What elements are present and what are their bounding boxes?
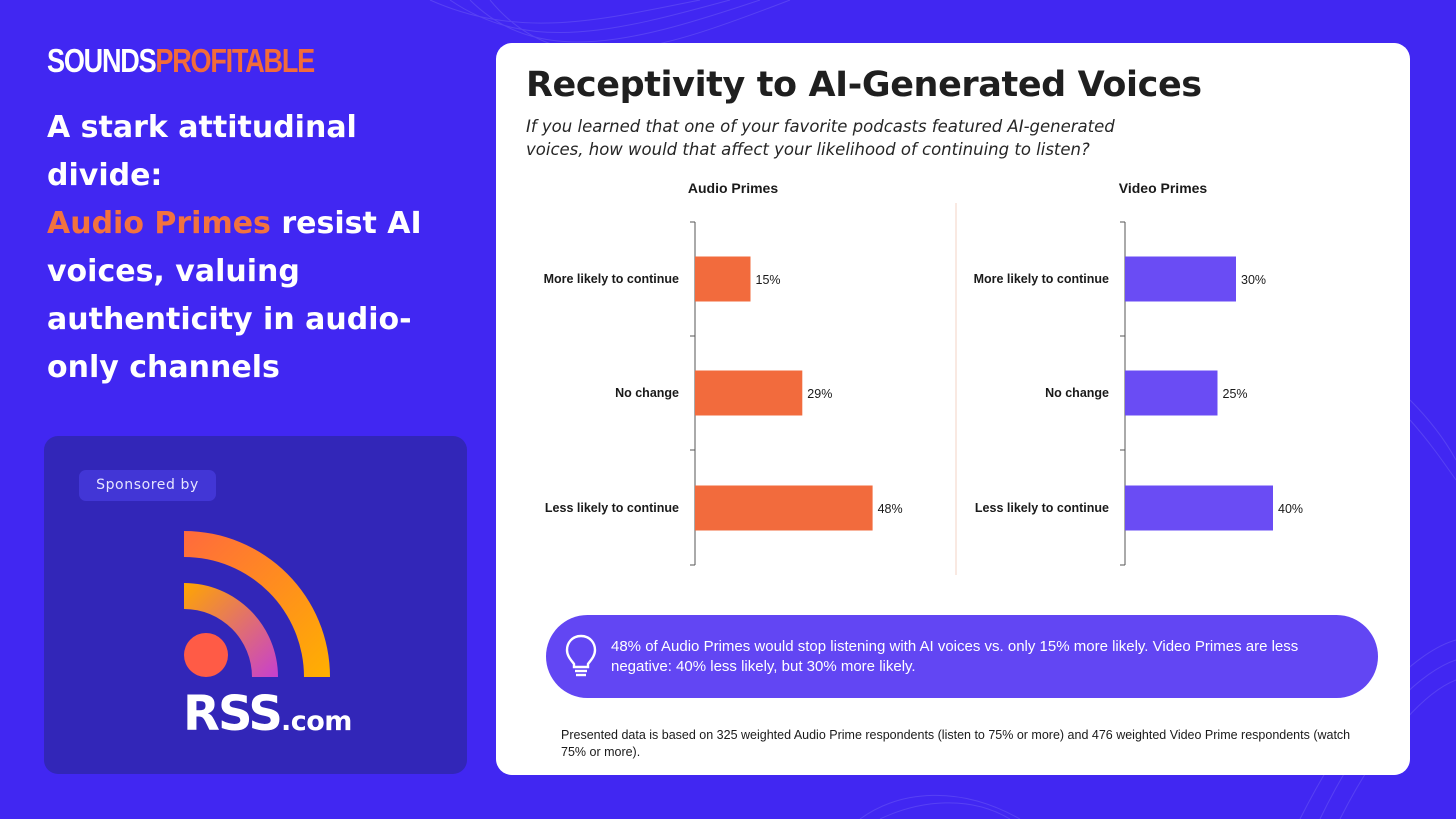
data-label: 48% [878,502,903,516]
rss-feed-icon [184,531,330,677]
rss-wordmark-main: RSS [183,686,283,742]
category-label: Less likely to continue [975,501,1109,515]
logo-part-profitable: PROFITABLE [155,42,315,79]
category-label: More likely to continue [544,272,679,286]
data-label: 30% [1241,273,1266,287]
rss-wordmark-suffix: .com [280,706,352,737]
lightbulb-icon [565,634,597,677]
logo-part-sounds: SOUNDS [47,42,157,79]
data-footnote: Presented data is based on 325 weighted … [561,728,1351,759]
category-label: No change [1045,386,1109,400]
data-label: 40% [1278,502,1303,516]
chart-title-1: Audio Primes [688,180,778,196]
category-label: More likely to continue [974,272,1109,286]
bar [695,256,751,302]
insight-callout: 48% of Audio Primes would stop listening… [546,615,1378,698]
bar [695,370,803,416]
bar [1125,256,1236,302]
rss-wordmark: RSS.com [183,686,352,742]
data-label: 15% [756,273,781,287]
sponsor-panel: Sponsored by RSS.com [44,436,467,774]
headline-line1: A stark attitudinal divide: [47,110,357,193]
data-label: 29% [807,387,832,401]
survey-question: If you learned that one of your favorite… [526,117,1115,159]
headline: A stark attitudinal divide: Audio Primes … [47,104,457,392]
headline-rest: resist AI voices, valuing authenticity i… [47,206,422,385]
chart-title-2: Video Primes [1119,180,1208,196]
bar [1125,485,1273,531]
sponsored-by-label: Sponsored by [79,470,216,501]
sounds-profitable-logo: SOUNDSPROFITABLE [47,42,315,80]
insight-text: 48% of Audio Primes would stop listening… [611,638,1299,675]
bar [695,485,873,531]
bar-charts: Audio Primes More likely to continue 15% No… [544,180,1303,575]
category-label: No change [615,386,679,400]
category-label: Less likely to continue [545,501,679,515]
chart-card: Receptivity to AI-Generated Voices If yo… [496,43,1410,775]
data-label: 25% [1223,387,1248,401]
bar [1125,370,1218,416]
headline-accent: Audio Primes [47,206,271,241]
chart-title: Receptivity to AI-Generated Voices [526,65,1202,105]
